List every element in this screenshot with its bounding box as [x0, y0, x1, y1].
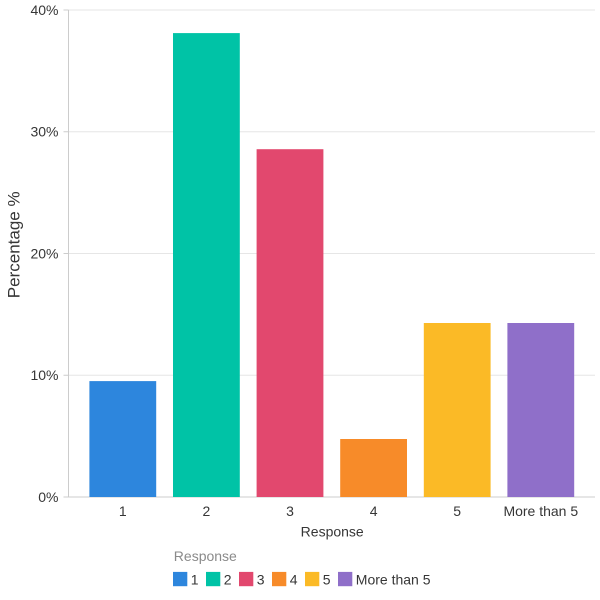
svg-text:10%: 10%: [30, 367, 58, 383]
svg-text:5: 5: [323, 571, 331, 587]
svg-text:2: 2: [224, 571, 232, 587]
svg-text:3: 3: [257, 571, 265, 587]
svg-text:4: 4: [370, 503, 378, 519]
svg-text:30%: 30%: [30, 124, 58, 140]
svg-text:40%: 40%: [30, 2, 58, 18]
svg-text:Percentage %: Percentage %: [4, 191, 23, 298]
svg-text:3: 3: [286, 503, 294, 519]
svg-text:20%: 20%: [30, 245, 58, 261]
svg-text:2: 2: [203, 503, 211, 519]
svg-text:4: 4: [290, 571, 298, 587]
svg-text:5: 5: [453, 503, 461, 519]
svg-text:Response: Response: [174, 548, 237, 564]
svg-text:1: 1: [191, 571, 199, 587]
svg-text:0%: 0%: [38, 489, 58, 505]
svg-text:Response: Response: [301, 524, 364, 540]
svg-text:More than 5: More than 5: [503, 503, 578, 519]
svg-text:1: 1: [119, 503, 127, 519]
svg-text:More than 5: More than 5: [356, 571, 431, 587]
